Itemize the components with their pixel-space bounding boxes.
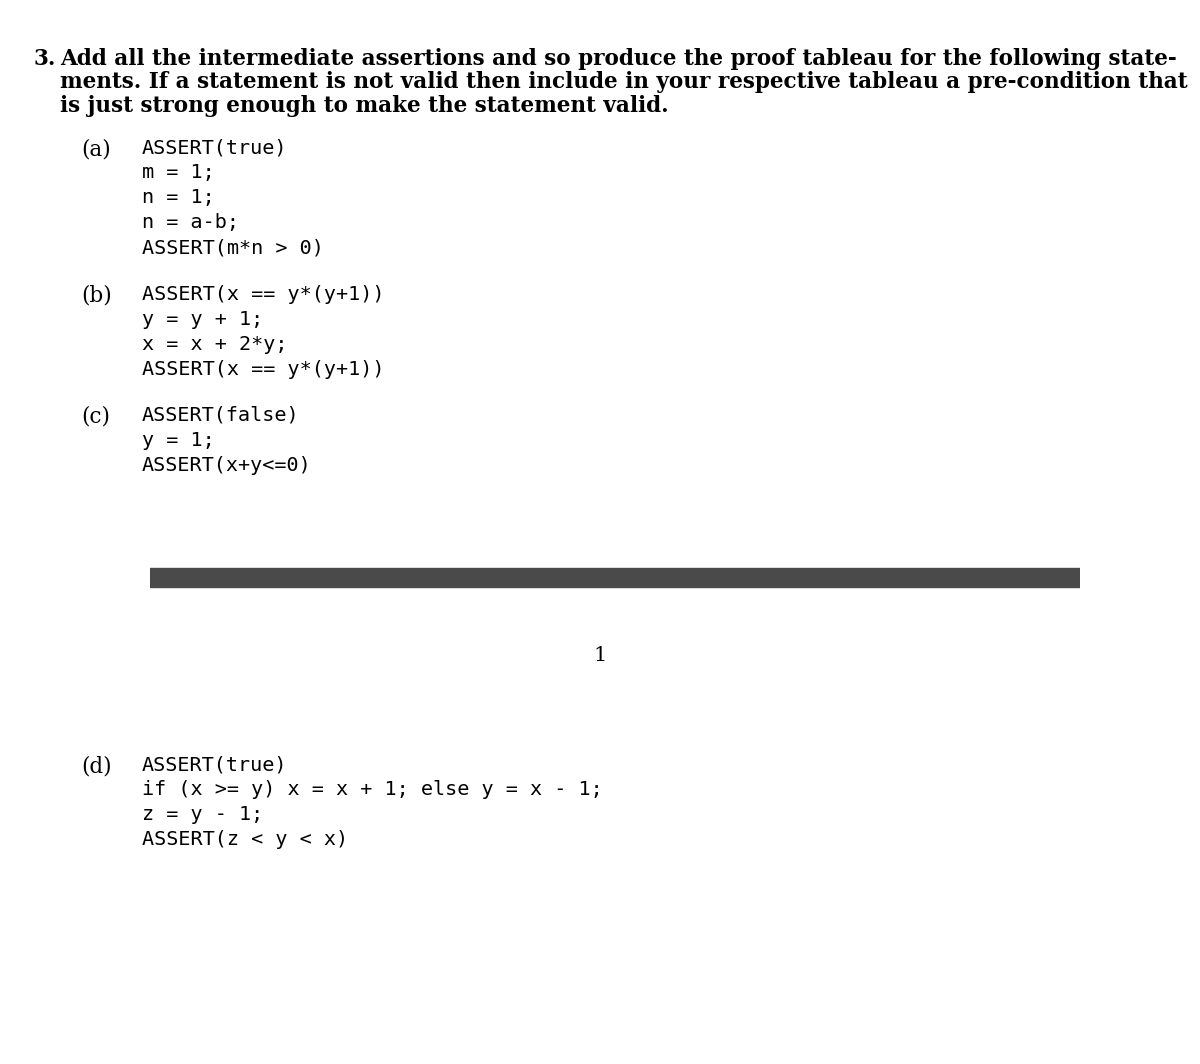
Text: if (x >= y) x = x + 1; else y = x - 1;: if (x >= y) x = x + 1; else y = x - 1; — [142, 781, 602, 799]
Text: 3.: 3. — [34, 48, 56, 70]
Text: z = y - 1;: z = y - 1; — [142, 805, 263, 825]
Text: y = y + 1;: y = y + 1; — [142, 310, 263, 329]
Text: ments. If a statement is not valid then include in your respective tableau a pre: ments. If a statement is not valid then … — [60, 71, 1188, 94]
Text: (a): (a) — [82, 138, 112, 161]
Text: ASSERT(m*n > 0): ASSERT(m*n > 0) — [142, 238, 324, 257]
Text: ASSERT(false): ASSERT(false) — [142, 406, 299, 425]
Text: m = 1;: m = 1; — [142, 163, 215, 182]
Text: ASSERT(x == y*(y+1)): ASSERT(x == y*(y+1)) — [142, 285, 384, 303]
Text: n = 1;: n = 1; — [142, 188, 215, 207]
Text: 1: 1 — [593, 646, 607, 665]
Text: ASSERT(x == y*(y+1)): ASSERT(x == y*(y+1)) — [142, 360, 384, 379]
Text: (c): (c) — [82, 406, 110, 428]
Text: ASSERT(z < y < x): ASSERT(z < y < x) — [142, 830, 348, 849]
Text: y = 1;: y = 1; — [142, 431, 215, 450]
Text: ASSERT(true): ASSERT(true) — [142, 755, 287, 775]
Text: is just strong enough to make the statement valid.: is just strong enough to make the statem… — [60, 95, 668, 117]
Text: Add all the intermediate assertions and so produce the proof tableau for the fol: Add all the intermediate assertions and … — [60, 48, 1177, 70]
Text: ASSERT(true): ASSERT(true) — [142, 138, 287, 157]
Bar — [150, 568, 1080, 587]
Text: n = a-b;: n = a-b; — [142, 213, 239, 232]
Text: x = x + 2*y;: x = x + 2*y; — [142, 335, 287, 353]
Text: (d): (d) — [82, 755, 113, 778]
Text: (b): (b) — [82, 285, 113, 306]
Text: ASSERT(x+y<=0): ASSERT(x+y<=0) — [142, 456, 311, 475]
